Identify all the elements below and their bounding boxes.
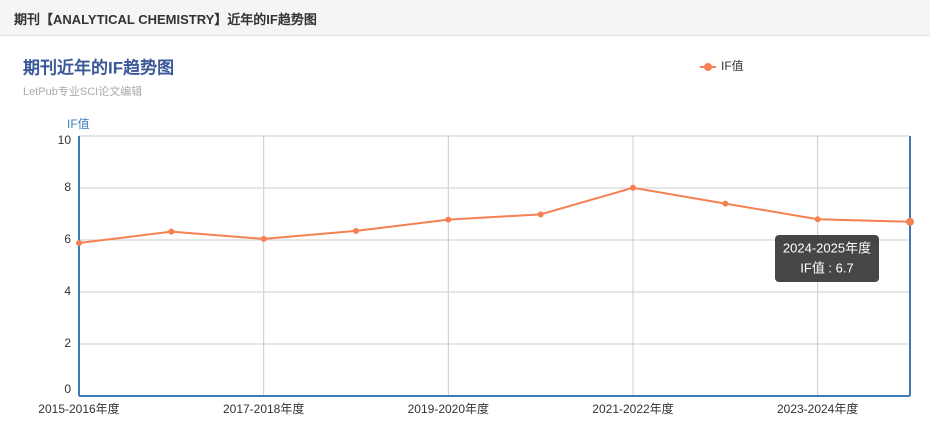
tooltip-title: 2024-2025年度 xyxy=(783,240,871,255)
data-point xyxy=(814,216,821,223)
chart-subtitle: LetPub专业SCI论文编辑 xyxy=(23,84,142,98)
y-tick-label: 0 xyxy=(64,382,71,396)
legend-dot xyxy=(704,63,712,71)
tooltip-box xyxy=(775,235,879,282)
x-tick-label: 2023-2024年度 xyxy=(777,401,858,416)
y-tick-label: 2 xyxy=(64,336,71,350)
y-tick-label: 4 xyxy=(64,284,71,298)
data-point xyxy=(76,239,82,246)
y-tick-label: 10 xyxy=(58,133,72,147)
series-line xyxy=(78,186,911,244)
x-tick-label: 2017-2018年度 xyxy=(223,401,304,416)
data-point xyxy=(168,228,175,235)
x-tick-label: 2015-2016年度 xyxy=(38,401,119,416)
data-point xyxy=(353,227,359,234)
tooltip-text: IF值 : 6.7 xyxy=(800,260,853,275)
x-tick-label: 2019-2020年度 xyxy=(408,401,489,416)
chart-title: 期刊近年的IF趋势图 xyxy=(23,57,174,77)
y-tick-label: 6 xyxy=(64,232,71,246)
y-axis-label: IF值 xyxy=(67,116,90,131)
data-point xyxy=(906,217,914,226)
header-bar: 期刊【ANALYTICAL CHEMISTRY】近年的IF趋势图 xyxy=(0,0,930,36)
tooltip: 2024-2025年度 IF值 : 6.7 xyxy=(775,235,879,282)
data-point xyxy=(722,200,729,207)
legend-label: IF值 xyxy=(721,58,744,73)
data-point xyxy=(260,235,267,242)
chart: 期刊近年的IF趋势图 LetPub专业SCI论文编辑 IF值 0 2 4 6 8 10 20… xyxy=(23,57,914,416)
y-tick-label: 8 xyxy=(64,180,71,194)
x-tick-label: 2021-2022年度 xyxy=(592,401,673,416)
data-point xyxy=(537,211,544,218)
header-title: 期刊【ANALYTICAL CHEMISTRY】近年的IF趋势图 xyxy=(14,12,317,27)
data-point xyxy=(630,184,636,191)
data-point xyxy=(445,216,452,223)
